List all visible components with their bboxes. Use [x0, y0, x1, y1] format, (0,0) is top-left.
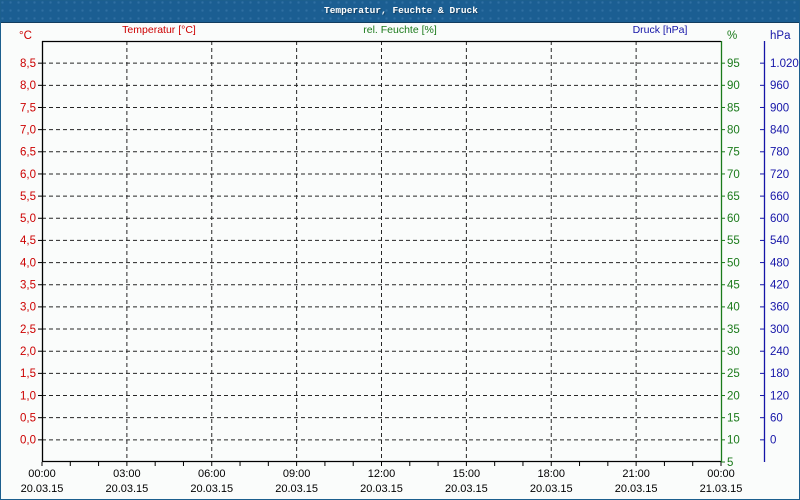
svg-text:95: 95: [727, 58, 740, 70]
svg-text:0,0: 0,0: [20, 435, 36, 447]
svg-text:8,5: 8,5: [20, 58, 36, 70]
svg-text:50: 50: [727, 257, 740, 269]
svg-text:5: 5: [727, 457, 733, 469]
svg-text:1,0: 1,0: [20, 390, 36, 402]
svg-text:540: 540: [770, 235, 789, 247]
svg-text:03:00: 03:00: [113, 468, 141, 480]
svg-text:20.03.15: 20.03.15: [105, 483, 148, 495]
svg-text:12:00: 12:00: [368, 468, 396, 480]
svg-text:2,0: 2,0: [20, 346, 36, 358]
svg-text:85: 85: [727, 102, 740, 114]
svg-text:840: 840: [770, 124, 789, 136]
svg-text:3,0: 3,0: [20, 302, 36, 314]
svg-text:960: 960: [770, 80, 789, 92]
svg-text:900: 900: [770, 102, 789, 114]
svg-text:10: 10: [727, 435, 740, 447]
svg-text:06:00: 06:00: [198, 468, 226, 480]
svg-text:55: 55: [727, 235, 740, 247]
svg-text:3,5: 3,5: [20, 280, 36, 292]
svg-text:20.03.15: 20.03.15: [275, 483, 318, 495]
svg-text:1,5: 1,5: [20, 368, 36, 380]
svg-text:240: 240: [770, 346, 789, 358]
svg-text:%: %: [727, 30, 737, 42]
svg-text:00:00: 00:00: [707, 468, 735, 480]
svg-text:80: 80: [727, 124, 740, 136]
svg-text:00:00: 00:00: [28, 468, 56, 480]
svg-text:15: 15: [727, 412, 740, 424]
svg-text:0,5: 0,5: [20, 412, 36, 424]
svg-text:20.03.15: 20.03.15: [360, 483, 403, 495]
svg-text:90: 90: [727, 80, 740, 92]
svg-text:45: 45: [727, 280, 740, 292]
svg-text:720: 720: [770, 169, 789, 181]
svg-text:65: 65: [727, 191, 740, 203]
svg-text:300: 300: [770, 324, 789, 336]
svg-text:60: 60: [727, 213, 740, 225]
svg-text:30: 30: [727, 346, 740, 358]
svg-text:25: 25: [727, 368, 740, 380]
svg-text:780: 780: [770, 147, 789, 159]
svg-text:5,5: 5,5: [20, 191, 36, 203]
svg-text:20: 20: [727, 390, 740, 402]
svg-text:6,5: 6,5: [20, 147, 36, 159]
svg-text:4,5: 4,5: [20, 235, 36, 247]
svg-text:420: 420: [770, 280, 789, 292]
svg-text:15:00: 15:00: [453, 468, 481, 480]
svg-text:hPa: hPa: [770, 30, 791, 42]
svg-text:2,5: 2,5: [20, 324, 36, 336]
svg-text:8,0: 8,0: [20, 80, 36, 92]
svg-text:21:00: 21:00: [622, 468, 650, 480]
svg-text:°C: °C: [19, 30, 32, 42]
svg-text:20.03.15: 20.03.15: [190, 483, 233, 495]
svg-text:20.03.15: 20.03.15: [21, 483, 64, 495]
svg-text:7,5: 7,5: [20, 102, 36, 114]
svg-text:360: 360: [770, 302, 789, 314]
svg-text:5,0: 5,0: [20, 213, 36, 225]
svg-text:35: 35: [727, 324, 740, 336]
svg-text:20.03.15: 20.03.15: [530, 483, 573, 495]
svg-text:20.03.15: 20.03.15: [445, 483, 488, 495]
svg-text:70: 70: [727, 169, 740, 181]
svg-text:21.03.15: 21.03.15: [700, 483, 743, 495]
svg-text:20.03.15: 20.03.15: [615, 483, 658, 495]
svg-text:75: 75: [727, 147, 740, 159]
svg-text:660: 660: [770, 191, 789, 203]
svg-text:60: 60: [770, 412, 783, 424]
svg-text:1.020: 1.020: [770, 58, 799, 70]
svg-text:480: 480: [770, 257, 789, 269]
svg-text:6,0: 6,0: [20, 169, 36, 181]
svg-text:180: 180: [770, 368, 789, 380]
svg-text:09:00: 09:00: [283, 468, 311, 480]
svg-text:4,0: 4,0: [20, 257, 36, 269]
svg-text:0: 0: [770, 435, 776, 447]
svg-text:18:00: 18:00: [537, 468, 565, 480]
svg-text:600: 600: [770, 213, 789, 225]
svg-text:7,0: 7,0: [20, 124, 36, 136]
svg-text:40: 40: [727, 302, 740, 314]
svg-text:120: 120: [770, 390, 789, 402]
